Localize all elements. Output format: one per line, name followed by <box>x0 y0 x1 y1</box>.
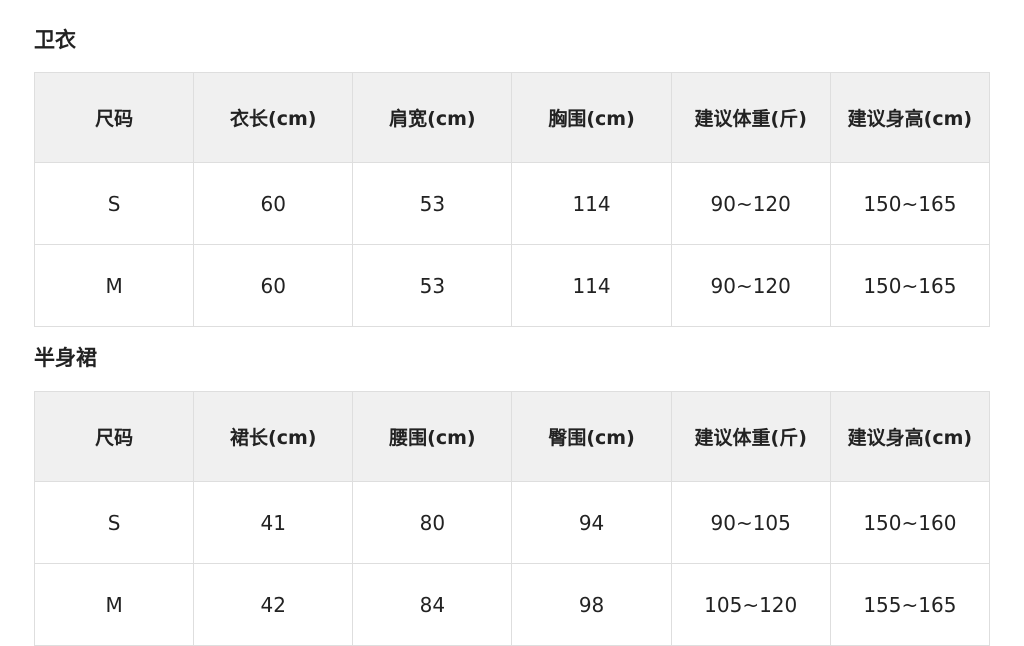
section-title-hoodie: 卫衣 <box>34 28 76 52</box>
cell: 114 <box>511 244 672 327</box>
cell: 90~120 <box>670 244 831 327</box>
section-title-skirt: 半身裙 <box>34 346 97 370</box>
size-table-skirt: 尺码 裙长(cm) 腰围(cm) 臀围(cm) 建议体重(斤) 建议身高(cm)… <box>33 391 991 646</box>
header-cell: 尺码 <box>33 391 195 482</box>
table-row: S 41 80 94 90~105 150~160 <box>33 481 991 564</box>
header-cell: 臀围(cm) <box>511 391 672 482</box>
size-table-hoodie: 尺码 衣长(cm) 肩宽(cm) 胸围(cm) 建议体重(斤) 建议身高(cm)… <box>33 72 991 327</box>
header-cell: 裙长(cm) <box>193 391 354 482</box>
header-cell: 肩宽(cm) <box>352 72 513 163</box>
cell: M <box>33 563 195 646</box>
header-cell: 衣长(cm) <box>193 72 354 163</box>
header-cell: 尺码 <box>33 72 195 163</box>
header-cell: 建议身高(cm) <box>829 391 991 482</box>
cell: 90~120 <box>670 162 831 245</box>
cell: 42 <box>193 563 354 646</box>
cell: 150~160 <box>829 481 991 564</box>
cell: 53 <box>352 162 513 245</box>
cell: 84 <box>352 563 513 646</box>
header-cell: 建议身高(cm) <box>829 72 991 163</box>
cell: 41 <box>193 481 354 564</box>
cell: 60 <box>193 162 354 245</box>
cell: 53 <box>352 244 513 327</box>
cell: 150~165 <box>829 244 991 327</box>
cell: 94 <box>511 481 672 564</box>
cell: S <box>33 481 195 564</box>
cell: 150~165 <box>829 162 991 245</box>
cell: 80 <box>352 481 513 564</box>
cell: 98 <box>511 563 672 646</box>
cell: 60 <box>193 244 354 327</box>
table-header-row: 尺码 裙长(cm) 腰围(cm) 臀围(cm) 建议体重(斤) 建议身高(cm) <box>33 391 991 482</box>
table-header-row: 尺码 衣长(cm) 肩宽(cm) 胸围(cm) 建议体重(斤) 建议身高(cm) <box>33 72 991 163</box>
table-row: M 60 53 114 90~120 150~165 <box>33 244 991 327</box>
header-cell: 胸围(cm) <box>511 72 672 163</box>
header-cell: 腰围(cm) <box>352 391 513 482</box>
cell: S <box>33 162 195 245</box>
cell: M <box>33 244 195 327</box>
header-cell: 建议体重(斤) <box>670 391 831 482</box>
header-cell: 建议体重(斤) <box>670 72 831 163</box>
table-row: M 42 84 98 105~120 155~165 <box>33 563 991 646</box>
cell: 155~165 <box>829 563 991 646</box>
cell: 90~105 <box>670 481 831 564</box>
cell: 105~120 <box>670 563 831 646</box>
cell: 114 <box>511 162 672 245</box>
table-row: S 60 53 114 90~120 150~165 <box>33 162 991 245</box>
